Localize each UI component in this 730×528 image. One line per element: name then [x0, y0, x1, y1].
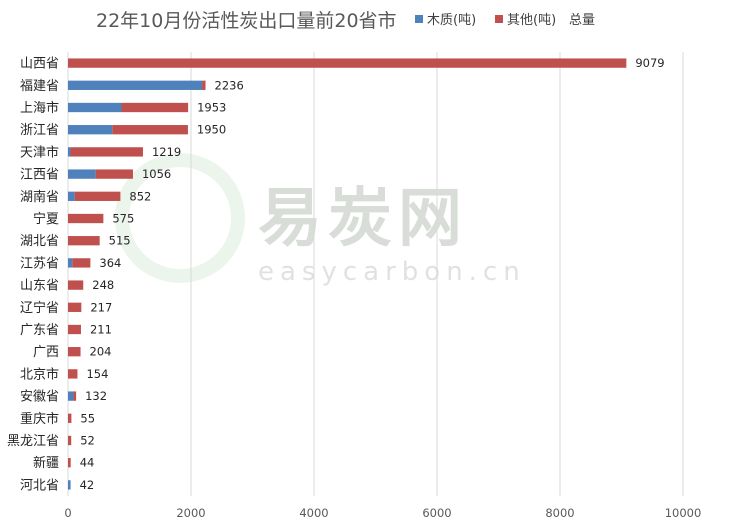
- category-label: 山西省: [20, 57, 59, 72]
- bar-segment: [68, 302, 82, 312]
- category-label: 天津市: [20, 144, 59, 160]
- value-label: 364: [99, 256, 121, 270]
- bar-segment: [68, 435, 72, 446]
- value-label: 217: [90, 300, 112, 314]
- watermark: 易炭网 easycarbon.cn: [115, 153, 526, 287]
- bar-segment: [121, 102, 189, 113]
- value-label: 1953: [197, 101, 226, 115]
- watermark-sub-text: easycarbon.cn: [258, 257, 526, 287]
- bar-segment: [70, 147, 143, 157]
- bar-segment: [68, 480, 71, 490]
- bar-segment: [68, 169, 96, 179]
- bars: [68, 58, 627, 490]
- value-labels: 9079 2236 1953 1950 1219 1056 852 575 515 364 248 2…: [80, 56, 665, 492]
- category-label: 重庆市: [20, 411, 59, 427]
- value-label: 204: [90, 345, 112, 359]
- category-label: 安徽省: [20, 390, 59, 405]
- bar-segment: [74, 191, 121, 201]
- value-label: 2236: [215, 78, 244, 92]
- legend-label: 木质(吨): [427, 13, 476, 28]
- category-label: 福建省: [20, 79, 59, 94]
- value-label: 9079: [635, 56, 664, 70]
- category-label: 湖南省: [20, 189, 59, 205]
- value-label: 515: [109, 234, 131, 248]
- category-label: 湖北省: [20, 234, 59, 249]
- category-label: 黑龙江省: [7, 434, 59, 449]
- value-label: 52: [80, 434, 95, 448]
- category-label: 广西: [33, 345, 59, 360]
- legend-swatch: [495, 15, 503, 23]
- bar-segment: [202, 80, 206, 90]
- category-label: 江苏省: [20, 255, 59, 271]
- category-label: 新疆: [33, 455, 59, 471]
- category-label: 河北省: [20, 478, 59, 493]
- bar-segment: [68, 213, 104, 224]
- value-label: 575: [112, 212, 134, 226]
- bar-segment: [68, 191, 75, 201]
- category-label: 宁夏: [33, 211, 59, 227]
- bar-segment: [68, 236, 100, 246]
- value-label: 55: [80, 411, 95, 425]
- category-label: 江西省: [20, 168, 59, 183]
- x-tick-label: 2000: [176, 506, 205, 520]
- x-tick-label: 8000: [545, 506, 574, 520]
- bar-segment: [68, 102, 122, 113]
- bar-segment: [68, 58, 627, 68]
- bar-segment: [68, 458, 71, 468]
- bar-segment: [72, 258, 91, 268]
- bar-segment: [68, 147, 71, 157]
- bar-segment: [68, 413, 72, 423]
- bar-segment: [68, 369, 78, 379]
- x-tick-label: 4000: [299, 506, 328, 520]
- bar-segment: [73, 391, 77, 401]
- bar-segment: [68, 258, 73, 268]
- category-label: 浙江省: [20, 123, 59, 138]
- value-label: 42: [80, 478, 95, 492]
- x-tick-label: 0: [64, 506, 71, 520]
- bar-segment: [68, 80, 203, 90]
- value-label: 44: [80, 456, 95, 470]
- value-label: 1219: [152, 145, 181, 159]
- value-label: 1950: [197, 123, 226, 137]
- bar-segment: [95, 169, 133, 179]
- watermark-main-text: 易炭网: [258, 182, 468, 256]
- bar-segment: [68, 391, 74, 401]
- chart-title: 22年10月份活性炭出口量前20省市: [96, 10, 397, 32]
- x-tick-label: 6000: [422, 506, 451, 520]
- value-label: 852: [129, 189, 151, 203]
- value-label: 248: [92, 278, 114, 292]
- legend-label-total: 总量: [569, 13, 595, 28]
- category-label: 辽宁省: [20, 300, 59, 316]
- category-label: 上海市: [20, 100, 59, 116]
- value-label: 211: [90, 323, 112, 337]
- x-axis-tick-labels: 0 2000 4000 6000 8000 10000: [64, 506, 701, 520]
- category-label: 北京市: [20, 366, 59, 382]
- category-label: 广东省: [20, 323, 59, 338]
- legend-label: 其他(吨): [507, 13, 556, 28]
- category-labels: 山西省福建省上海市浙江省天津市江西省湖南省宁夏湖北省江苏省山东省辽宁省广东省广西…: [7, 57, 59, 494]
- value-label: 154: [86, 367, 108, 381]
- x-tick-label: 10000: [665, 506, 702, 520]
- legend-swatch: [415, 15, 423, 23]
- bar-segment: [112, 125, 188, 135]
- bar-segment: [68, 280, 84, 290]
- bar-segment: [68, 324, 81, 335]
- bar-segment: [68, 347, 81, 357]
- bar-segment: [68, 125, 113, 135]
- value-label: 1056: [142, 167, 171, 181]
- watermark-logo-icon: [115, 153, 245, 283]
- category-label: 山东省: [20, 279, 59, 294]
- legend: 木质(吨) 其他(吨) 总量: [415, 13, 595, 28]
- value-label: 132: [85, 389, 107, 403]
